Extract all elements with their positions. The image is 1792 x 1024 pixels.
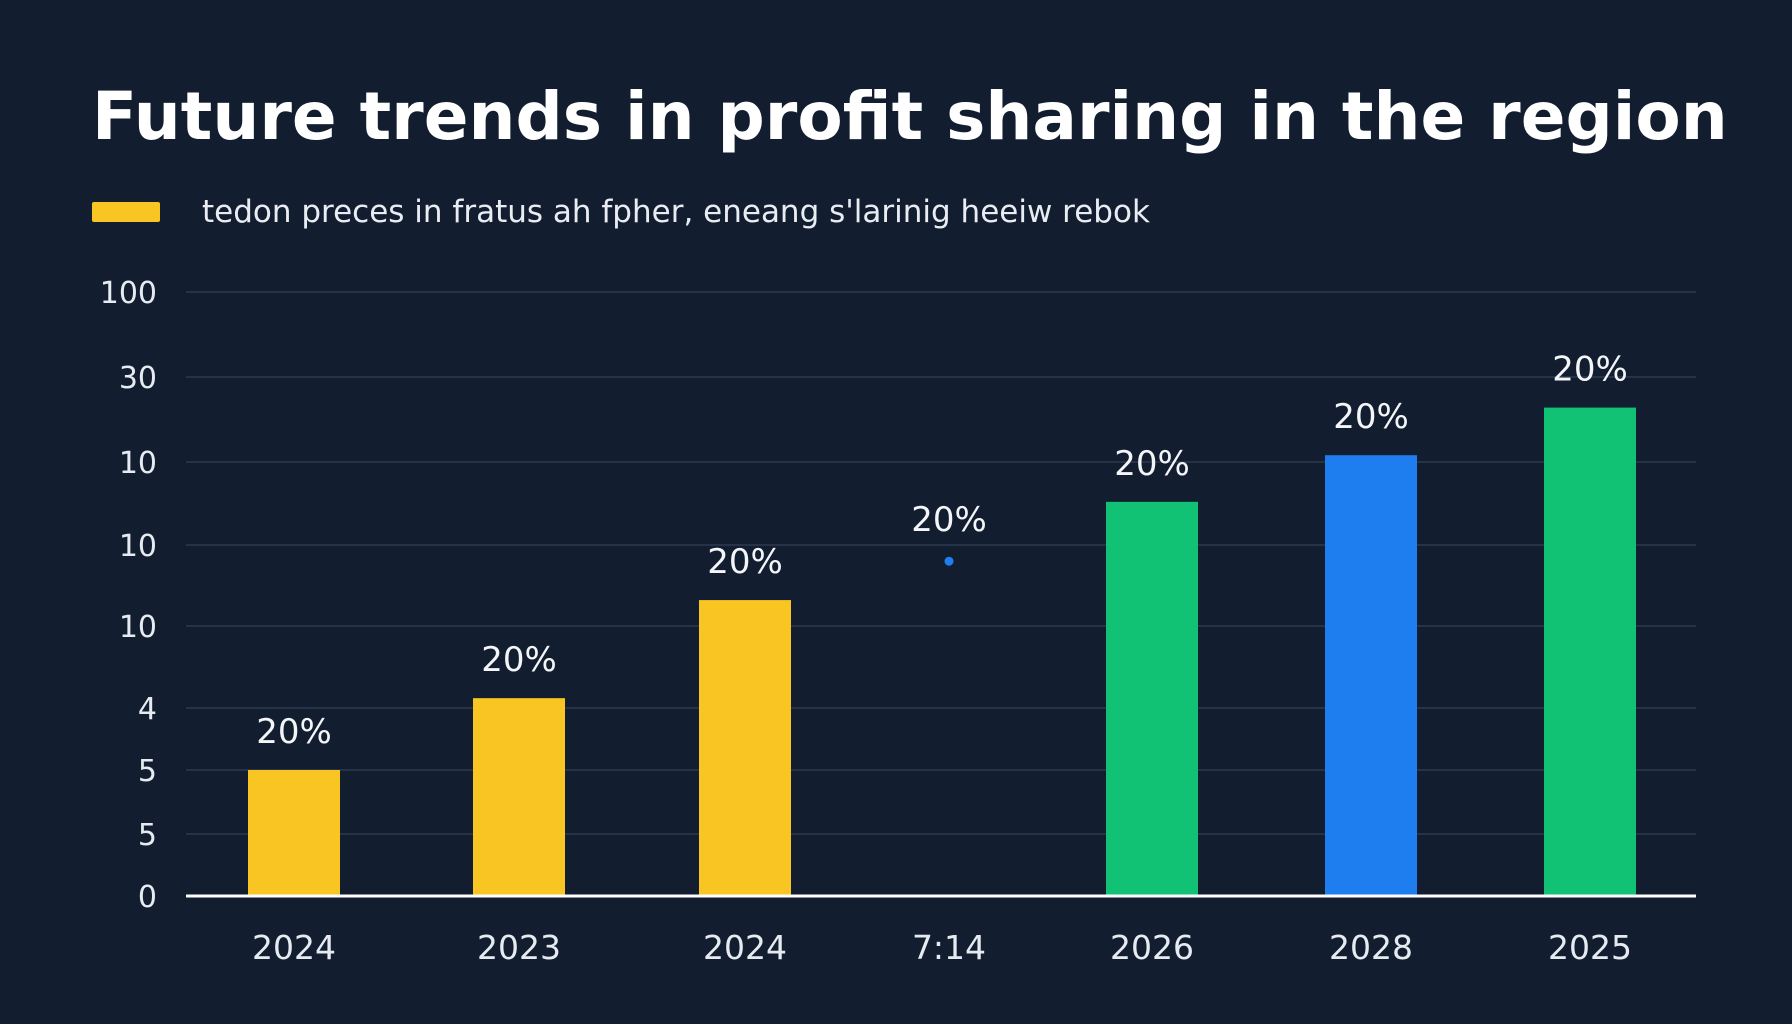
x-tick-label: 7:14 <box>912 928 986 967</box>
x-tick-label: 2024 <box>703 928 787 967</box>
y-tick-label: 0 <box>138 880 157 915</box>
data-label: 20% <box>707 542 783 582</box>
bar <box>1544 407 1636 895</box>
bar <box>248 770 340 895</box>
y-tick-label: 10 <box>119 529 157 564</box>
data-label: 20% <box>481 640 557 680</box>
y-tick-label: 100 <box>100 276 157 311</box>
y-tick-label: 4 <box>138 692 157 727</box>
data-label: 20% <box>1333 397 1409 437</box>
x-tick-label: 2026 <box>1110 928 1194 967</box>
legend-swatch <box>92 202 160 222</box>
data-label: 20% <box>1114 444 1190 484</box>
x-tick-label: 2024 <box>252 928 336 967</box>
y-tick-label: 5 <box>138 818 157 853</box>
bar <box>473 698 565 895</box>
y-tick-label: 10 <box>119 610 157 645</box>
data-label: 20% <box>911 500 987 540</box>
legend: tedon preces in fratus ah fpher, eneang … <box>92 194 1150 230</box>
x-tick-label: 2025 <box>1548 928 1632 967</box>
legend-label: tedon preces in fratus ah fpher, eneang … <box>202 194 1150 230</box>
data-label: 20% <box>1552 350 1628 390</box>
x-tick-label: 2028 <box>1329 928 1413 967</box>
data-point <box>944 556 954 566</box>
chart-title: Future trends in profit sharing in the r… <box>92 78 1728 155</box>
y-tick-label: 30 <box>119 361 157 396</box>
data-label: 20% <box>256 712 332 752</box>
bar <box>1325 455 1417 895</box>
bar <box>699 600 791 895</box>
bar <box>1106 501 1198 895</box>
y-tick-label: 10 <box>119 446 157 481</box>
y-tick-label: 5 <box>138 754 157 789</box>
x-tick-label: 2023 <box>477 928 561 967</box>
